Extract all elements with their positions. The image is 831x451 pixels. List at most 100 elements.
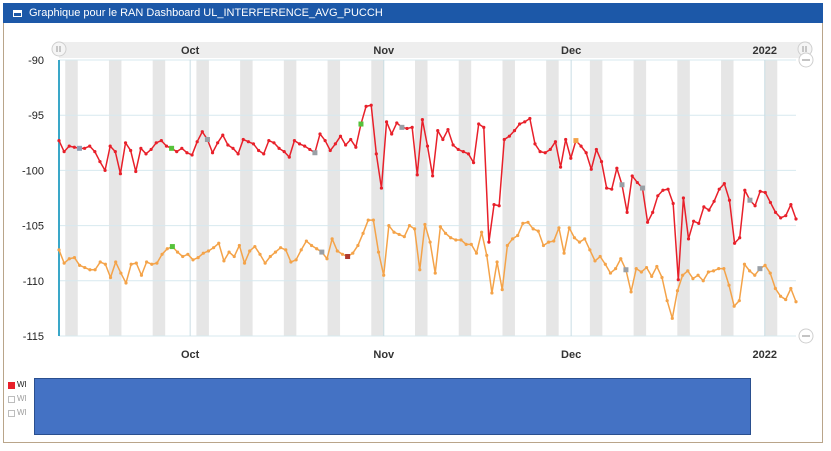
data-point xyxy=(712,199,716,203)
weekend-band xyxy=(458,60,472,336)
data-point xyxy=(134,261,138,265)
data-point xyxy=(660,275,664,280)
data-point xyxy=(567,226,571,230)
data-point xyxy=(413,227,417,231)
data-point xyxy=(309,243,314,248)
data-point xyxy=(433,271,437,275)
y-tick-label: -115 xyxy=(23,331,44,343)
data-point xyxy=(598,254,602,259)
data-point xyxy=(732,241,737,245)
data-point xyxy=(384,120,389,124)
data-point xyxy=(149,147,153,152)
weekend-band xyxy=(196,60,209,336)
data-point xyxy=(134,169,138,174)
data-point xyxy=(610,187,614,191)
left-scroll-handle[interactable] xyxy=(51,41,67,57)
data-point xyxy=(379,186,384,190)
legend-item[interactable]: WI xyxy=(8,408,38,420)
data-point xyxy=(523,120,527,124)
data-point xyxy=(794,217,798,221)
weekend-band xyxy=(764,60,778,336)
data-point xyxy=(248,249,252,253)
data-point xyxy=(251,142,256,146)
data-point xyxy=(62,261,66,265)
data-point xyxy=(644,265,649,270)
data-point xyxy=(665,299,669,303)
data-point xyxy=(186,252,190,256)
data-point xyxy=(763,263,767,267)
data-point xyxy=(108,275,113,280)
data-point xyxy=(114,260,118,264)
data-point xyxy=(536,229,540,233)
data-point xyxy=(364,104,368,108)
data-point xyxy=(263,261,267,265)
data-point xyxy=(603,262,607,266)
data-point xyxy=(487,240,491,244)
data-point xyxy=(619,257,623,261)
data-point xyxy=(93,268,97,272)
data-point xyxy=(390,132,394,136)
zoom-out-top-button[interactable] xyxy=(798,52,814,68)
data-point xyxy=(190,153,194,157)
data-point xyxy=(681,273,685,277)
status-marker xyxy=(319,249,325,255)
data-point xyxy=(196,256,200,260)
data-point xyxy=(392,230,396,234)
data-point xyxy=(608,271,613,275)
data-point xyxy=(139,273,144,277)
window-titlebar[interactable]: Graphique pour le RAN Dashboard UL_INTER… xyxy=(3,3,823,23)
data-point xyxy=(242,261,247,265)
data-point xyxy=(83,265,87,270)
data-point xyxy=(589,167,593,171)
y-tick-label: -105 xyxy=(22,221,44,233)
data-point xyxy=(103,262,107,266)
data-point xyxy=(711,269,716,273)
data-point xyxy=(431,174,435,178)
weekend-band xyxy=(415,60,428,336)
data-point xyxy=(299,248,303,252)
data-point xyxy=(253,244,257,249)
data-point xyxy=(103,168,107,172)
data-point xyxy=(369,103,373,107)
data-point xyxy=(490,291,494,295)
data-point xyxy=(257,148,261,153)
data-point xyxy=(425,144,430,148)
data-point xyxy=(57,248,61,252)
data-point xyxy=(272,141,276,145)
data-point xyxy=(222,259,226,263)
data-point xyxy=(241,137,245,142)
data-point xyxy=(436,129,440,133)
data-point xyxy=(145,260,149,264)
data-point xyxy=(562,251,566,255)
data-point xyxy=(108,144,112,148)
data-point xyxy=(351,251,355,255)
data-point xyxy=(552,239,556,243)
data-point xyxy=(789,203,793,207)
legend-item[interactable]: WI xyxy=(8,394,38,406)
data-point xyxy=(289,260,293,264)
weekend-band xyxy=(633,60,647,336)
zoom-out-bottom-button[interactable] xyxy=(798,328,814,344)
data-point xyxy=(304,239,308,243)
data-point xyxy=(722,182,726,186)
data-point xyxy=(72,256,77,260)
data-point xyxy=(784,297,788,302)
data-point xyxy=(655,264,659,269)
data-point xyxy=(717,187,721,191)
data-point xyxy=(758,189,762,193)
data-point xyxy=(691,276,695,281)
data-point xyxy=(82,146,87,150)
legend-item[interactable]: WI xyxy=(8,380,38,392)
data-point xyxy=(216,141,220,145)
data-point xyxy=(338,134,343,138)
data-point xyxy=(543,151,547,155)
data-point xyxy=(438,225,442,229)
data-point xyxy=(557,226,561,230)
data-point xyxy=(374,152,378,156)
data-point xyxy=(201,251,205,255)
data-point xyxy=(371,218,375,222)
data-point xyxy=(495,260,499,264)
data-point xyxy=(67,144,71,148)
data-point xyxy=(423,222,427,227)
data-point xyxy=(748,269,752,273)
